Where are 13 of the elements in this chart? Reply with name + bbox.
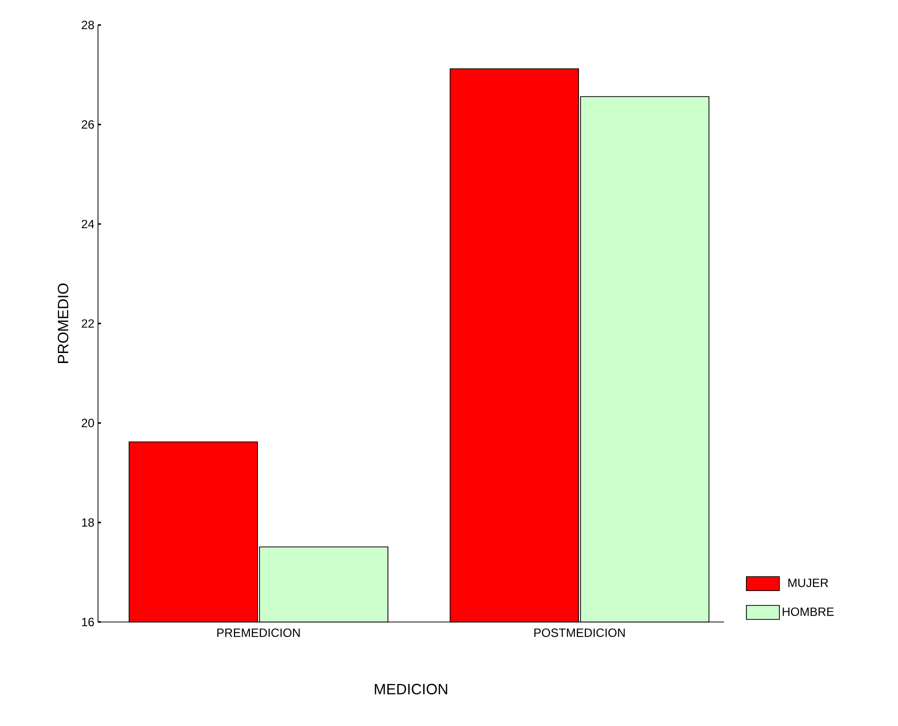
x-tick-label: POSTMEDICION [534,628,625,637]
y-tick-label: 20 [82,418,94,428]
y-tick-label: 16 [82,618,94,626]
y-tick-label: 28 [82,20,94,30]
y-axis-title: PROMEDIO [58,284,68,363]
legend-label: HOMBRE [782,607,834,616]
y-tick-label: 18 [82,518,94,527]
x-axis-title: MEDICION [374,684,448,694]
y-tick-label: 26 [82,120,94,129]
y-tick-label: 22 [82,319,94,328]
y-tick-label: 24 [82,220,94,228]
x-tick-label: PREMEDICION [217,628,300,637]
legend-label: MUJER [788,578,828,588]
